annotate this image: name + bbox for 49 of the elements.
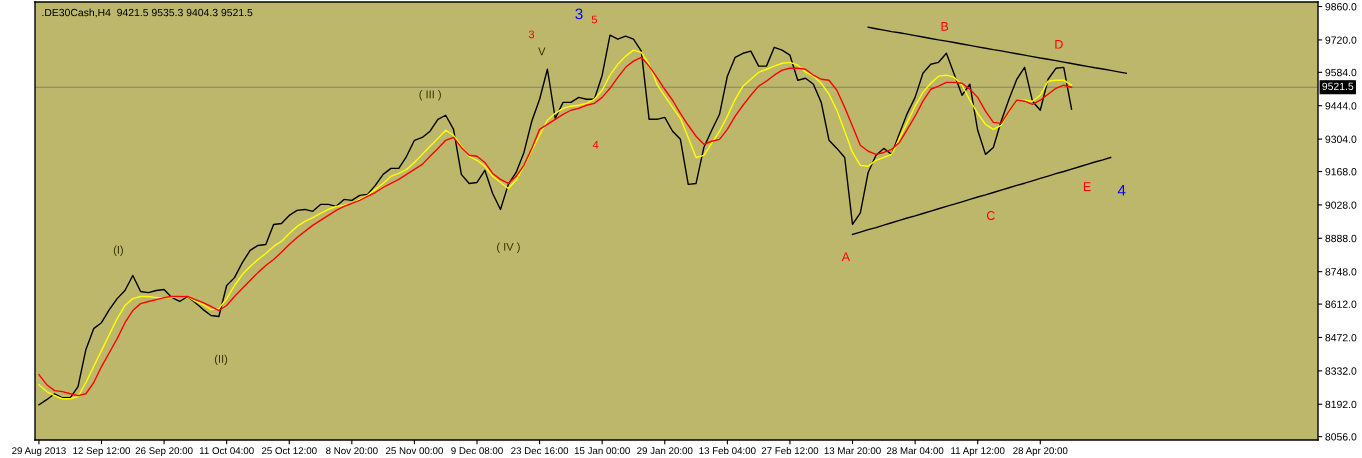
y-tick-label: 8056.0: [1325, 433, 1357, 441]
annotation: B: [941, 22, 949, 31]
y-tick-label: 9304.0: [1325, 135, 1357, 143]
x-tick-label: 23 Dec 16:00: [511, 447, 569, 455]
x-tick-label: 27 Feb 12:00: [761, 446, 819, 455]
annotation: ( IV ): [497, 242, 520, 253]
annotation: (I): [113, 245, 123, 256]
x-tick-label: 29 Aug 2013: [12, 447, 66, 457]
x-tick-label: 13 Mar 20:00: [824, 447, 881, 455]
x-tick-label: 28 Apr 20:00: [1013, 447, 1068, 457]
annotation: 4: [592, 140, 599, 149]
x-tick-label: 25 Oct 12:00: [261, 447, 317, 455]
y-tick-label: 9444.0: [1325, 102, 1357, 110]
annotation: C: [986, 211, 995, 220]
annotation: D: [1055, 39, 1063, 49]
annotation: E: [1083, 182, 1091, 191]
y-tick-label: 8888.0: [1325, 234, 1357, 243]
annotation: 5: [591, 15, 598, 24]
x-tick-label: 12 Sep 12:00: [73, 447, 131, 457]
x-tick-label: 9 Dec 08:00: [451, 447, 503, 455]
x-tick-label: 25 Nov 00:00: [386, 447, 443, 455]
x-tick-label: 26 Sep 20:00: [135, 447, 193, 457]
x-tick-label: 28 Mar 04:00: [886, 447, 944, 455]
y-tick-label: 9028.0: [1325, 201, 1357, 209]
y-tick-label: 9584.0: [1325, 68, 1357, 77]
annotation: V: [538, 47, 546, 56]
y-tick-label: 8472.0: [1325, 333, 1357, 342]
y-tick-label: 9860.0: [1325, 3, 1357, 11]
annotation: (II): [214, 354, 228, 366]
annotation: ( III ): [419, 90, 441, 101]
ref-line-label: 9521.5: [1322, 82, 1354, 91]
annotation: 3: [528, 30, 535, 39]
x-tick-label: 11 Oct 04:00: [199, 447, 254, 455]
y-tick-label: 8612.0: [1325, 300, 1357, 308]
y-tick-label: 9720.0: [1325, 36, 1357, 44]
y-tick-label: 8748.0: [1325, 268, 1357, 276]
annotation: A: [841, 252, 850, 262]
annotation: 3: [575, 8, 583, 20]
x-tick-label: 11 Apr 12:00: [951, 447, 1005, 457]
x-tick-label: 13 Feb 04:00: [699, 446, 756, 455]
x-tick-label: 15 Jan 00:00: [574, 447, 630, 455]
annotation: 4: [1117, 185, 1126, 196]
text: .DE30Cash,H4 9421.5 9535.3 9404.3 9521.5: [42, 8, 253, 18]
y-tick-label: 8332.0: [1325, 367, 1357, 375]
y-tick-label: 9168.0: [1325, 168, 1357, 176]
x-tick-label: 29 Jan 20:00: [637, 447, 693, 455]
line-series: [851, 156, 1112, 236]
y-tick-label: 8192.0: [1325, 400, 1357, 409]
x-tick-label: 8 Nov 20:00: [326, 447, 378, 455]
